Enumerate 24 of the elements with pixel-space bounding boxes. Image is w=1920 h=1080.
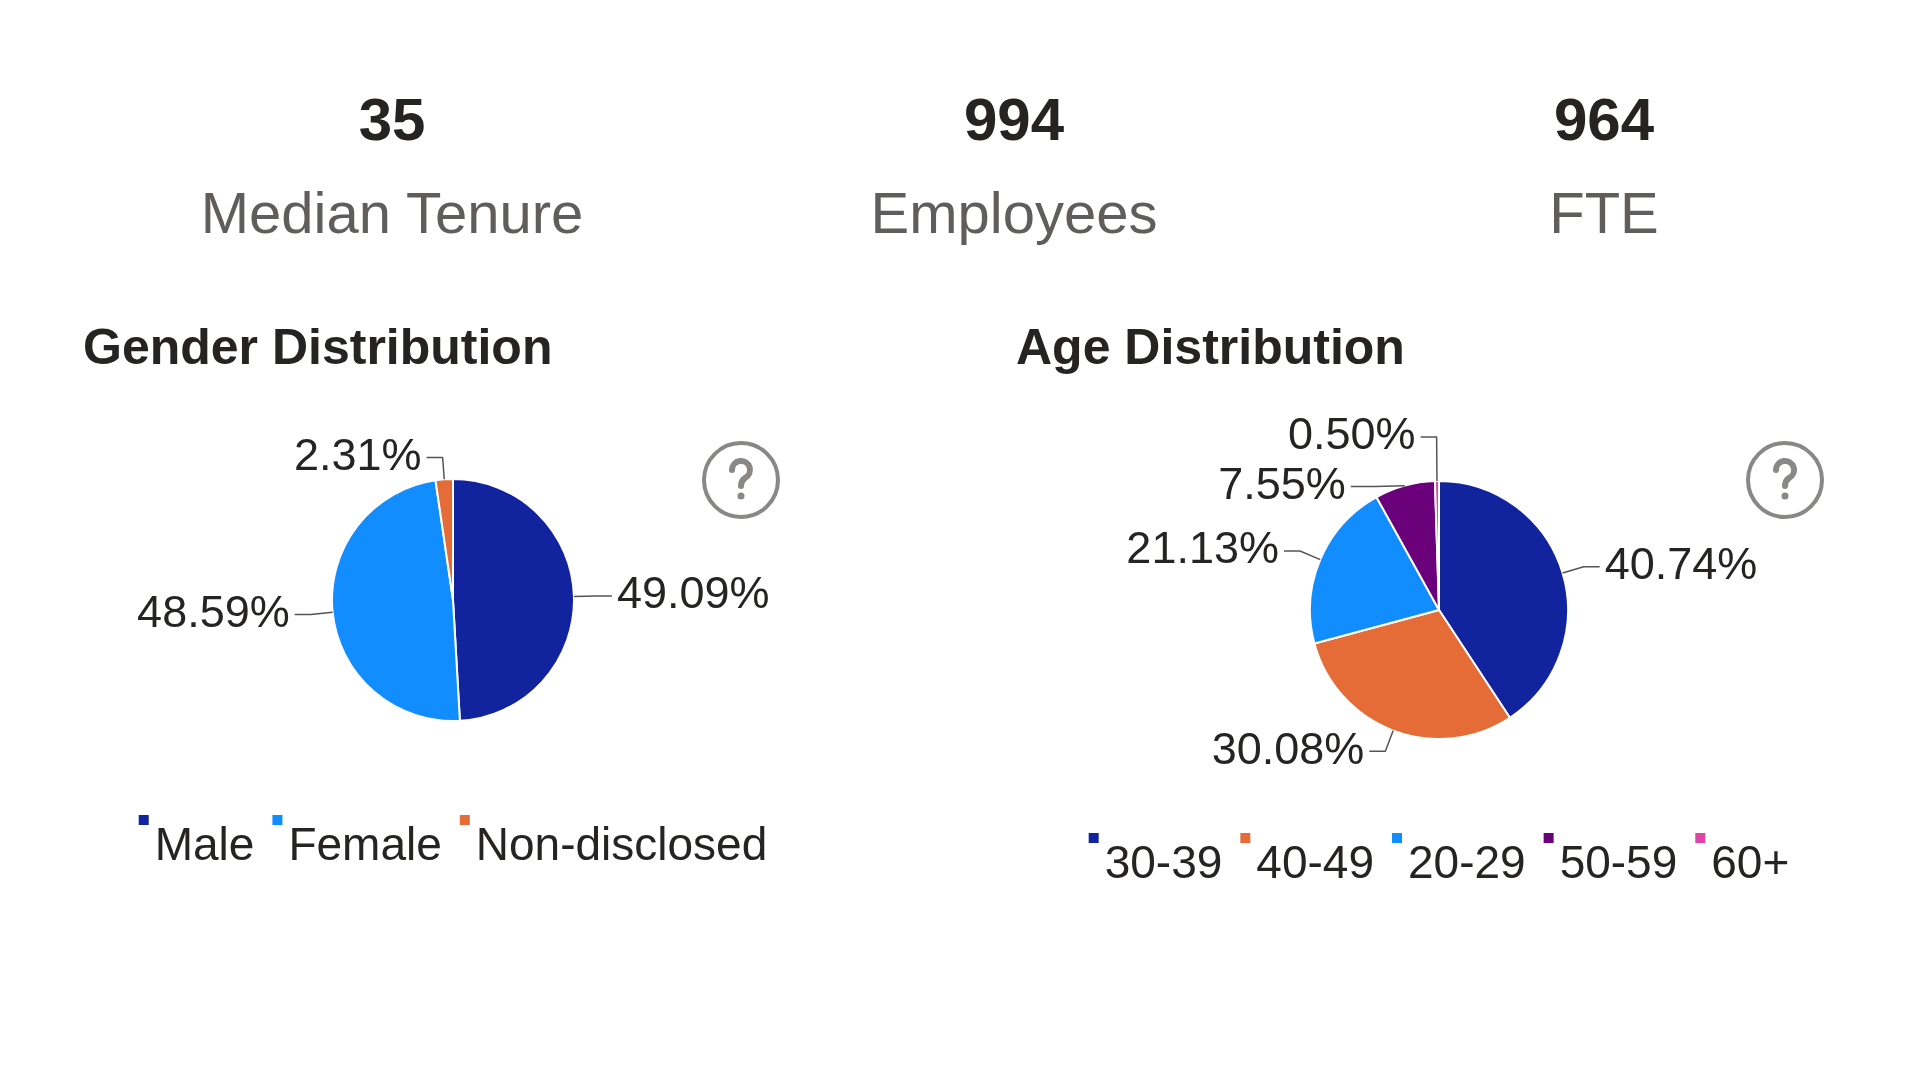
legend-label: 30-39 <box>1104 836 1223 888</box>
chart-title: Age Distribution <box>1016 319 1405 375</box>
data-label: 49.09% <box>616 567 770 619</box>
legend-label: Non-disclosed <box>475 818 768 870</box>
data-label: 35 <box>357 86 427 153</box>
legend-label: Male <box>154 818 255 870</box>
data-label: 994 <box>962 86 1066 153</box>
data-label: 0.50% <box>1288 408 1416 460</box>
data-label: 30.08% <box>1211 722 1365 774</box>
category-label: Median Tenure <box>199 180 585 245</box>
data-label: 7.55% <box>1218 457 1346 509</box>
category-label: Employees <box>869 180 1159 245</box>
data-label: 964 <box>1552 86 1656 153</box>
category-label: FTE <box>1548 180 1660 245</box>
data-label: 40.74% <box>1604 538 1758 590</box>
data-label: 48.59% <box>137 585 290 637</box>
legend-label: 60+ <box>1711 836 1790 888</box>
data-label: 2.31% <box>294 428 422 480</box>
legend-label: 50-59 <box>1559 836 1678 888</box>
legend-label: 20-29 <box>1407 836 1526 888</box>
data-label: 21.13% <box>1126 522 1279 574</box>
legend-label: 40-49 <box>1256 836 1374 888</box>
chart-title: Gender Distribution <box>83 319 553 375</box>
legend-label: Female <box>288 818 442 870</box>
